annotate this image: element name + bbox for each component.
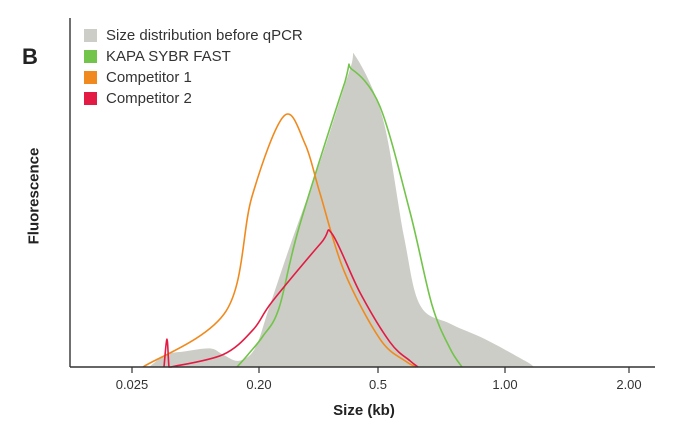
legend: Size distribution before qPCR KAPA SYBR … (84, 25, 303, 109)
legend-swatch-competitor-1 (84, 71, 97, 84)
x-tick-label: 2.00 (616, 377, 641, 392)
legend-swatch-size-distribution (84, 29, 97, 42)
legend-item-kapa-sybr-fast: KAPA SYBR FAST (84, 46, 303, 67)
legend-label-competitor-2: Competitor 2 (106, 90, 192, 107)
x-tick-label: 0.5 (369, 377, 387, 392)
series-line-kapa-sybr-fast (236, 63, 463, 368)
y-axis-label: Fluorescence (25, 147, 43, 245)
x-tick-label: 0.20 (246, 377, 271, 392)
legend-item-size-distribution: Size distribution before qPCR (84, 25, 303, 46)
x-tick-label: 1.00 (492, 377, 517, 392)
panel-label: B (22, 44, 38, 69)
series-line-competitor-1 (142, 113, 417, 368)
x-tick-label: 0.025 (116, 377, 149, 392)
legend-label-competitor-1: Competitor 1 (106, 69, 192, 86)
legend-item-competitor-1: Competitor 1 (84, 67, 303, 88)
series-area-size-distribution-before-qpcr (149, 52, 534, 367)
legend-swatch-kapa-sybr-fast (84, 50, 97, 63)
legend-label-kapa-sybr-fast: KAPA SYBR FAST (106, 48, 231, 65)
legend-swatch-competitor-2 (84, 92, 97, 105)
legend-item-competitor-2: Competitor 2 (84, 88, 303, 109)
legend-label-size-distribution: Size distribution before qPCR (106, 27, 303, 44)
x-axis-label: Size (kb) (333, 402, 395, 419)
